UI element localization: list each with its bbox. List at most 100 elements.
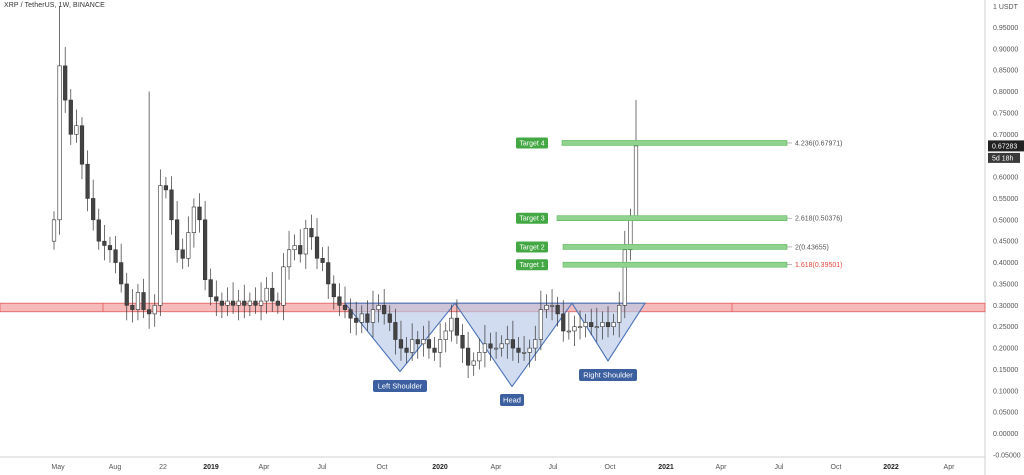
candle-body [449,317,454,332]
target-1: Target 1 1.618(0.39501) [516,259,842,271]
candle-body [561,313,566,332]
target-bar [562,244,788,250]
target-label-box [516,241,548,253]
target-label: Target 1 [519,262,544,269]
badge-label: Right Shoulder [583,371,633,380]
candle [477,338,482,370]
price-tick-label: 0.35000 [993,281,1018,288]
time-axis[interactable]: May Aug 22 2019 Apr Jul Oct 2020 Apr Jul Oct 2021 Ap… [51,464,955,471]
candle [320,247,325,272]
candle [326,246,331,299]
candle [247,292,252,317]
candle [214,280,219,317]
candle-body [342,305,348,310]
candle-body [432,347,437,353]
candle-body [124,283,129,306]
candle-body [555,305,560,315]
candle-body [589,322,594,328]
price-tick-label: 0.05000 [993,410,1018,417]
time-tick-label: Aug [109,464,122,471]
candle-body [600,322,605,328]
candle-body [79,125,85,165]
candle [443,322,448,353]
candle-body [544,305,549,310]
target-3: Target 3 2.618(0.50376) [516,212,842,224]
candle [169,176,174,235]
candle-body [572,326,577,332]
candle [415,330,420,359]
candle [566,312,571,340]
candle-body [113,249,118,263]
candle-body [247,300,252,306]
candle-body [426,339,432,349]
candle-body [147,309,152,315]
target-bar [562,261,788,268]
candle [342,286,348,319]
candle-body [611,322,616,328]
candle-body [348,309,353,319]
target-value: 2(0.43655) [795,244,829,251]
candle-body [163,185,169,191]
time-tick-label: Apr [491,464,503,471]
candle [594,307,599,342]
candle [230,282,236,314]
candle [432,336,437,361]
candle-body [258,300,264,306]
candle [314,218,320,269]
candle-body [521,352,527,354]
candle-body [376,305,381,310]
candle [309,214,314,250]
candle [186,216,191,267]
candle [197,193,202,233]
candle [331,275,336,310]
candle [79,117,85,180]
candle [365,300,370,331]
candle [147,91,152,329]
candle-body [208,279,213,298]
countdown-label: 5d 18h [992,155,1014,162]
candle [298,229,303,263]
candle [152,294,157,327]
candle [538,290,543,351]
candle [258,282,264,321]
target-label-box [516,212,548,224]
price-tick-label: 0.60000 [993,175,1018,182]
candle [130,289,135,323]
candle [393,308,398,355]
price-axis[interactable]: 1 USDT 0.95000 0.90000 0.85000 0.80000 0.7500… [988,4,1024,460]
candle [549,289,555,321]
candle-body [488,343,493,349]
candle [348,298,353,334]
time-tick-label: 22 [159,464,167,471]
badge-label: Head [503,396,521,405]
candle [141,278,146,319]
candle [421,325,426,357]
candle [275,292,280,314]
candle [572,315,577,346]
candle-body [365,313,370,323]
candle-body [298,245,303,255]
price-tick-label: 0.90000 [993,46,1018,53]
candle [270,271,275,312]
candle [57,6,62,235]
candle [96,208,101,250]
price-tick-label: 0.20000 [993,346,1018,353]
target-label-box [516,259,548,271]
candle-body [281,266,286,306]
candle [158,169,163,317]
price-tick-label: 0.85000 [993,68,1018,75]
price-tick-label: 0.10000 [993,388,1018,395]
candle-body [354,317,359,323]
time-tick-label: 2020 [432,464,448,471]
candle-body [566,330,571,333]
candle-body [471,360,476,366]
candle [493,331,499,359]
candle [180,238,185,269]
price-tick-label: 0.55000 [993,196,1018,203]
candle-body [393,322,398,340]
candle [253,287,258,314]
price-tick-label: 0.00000 [993,431,1018,438]
time-tick-label: 2019 [203,464,219,471]
candle [91,179,96,231]
